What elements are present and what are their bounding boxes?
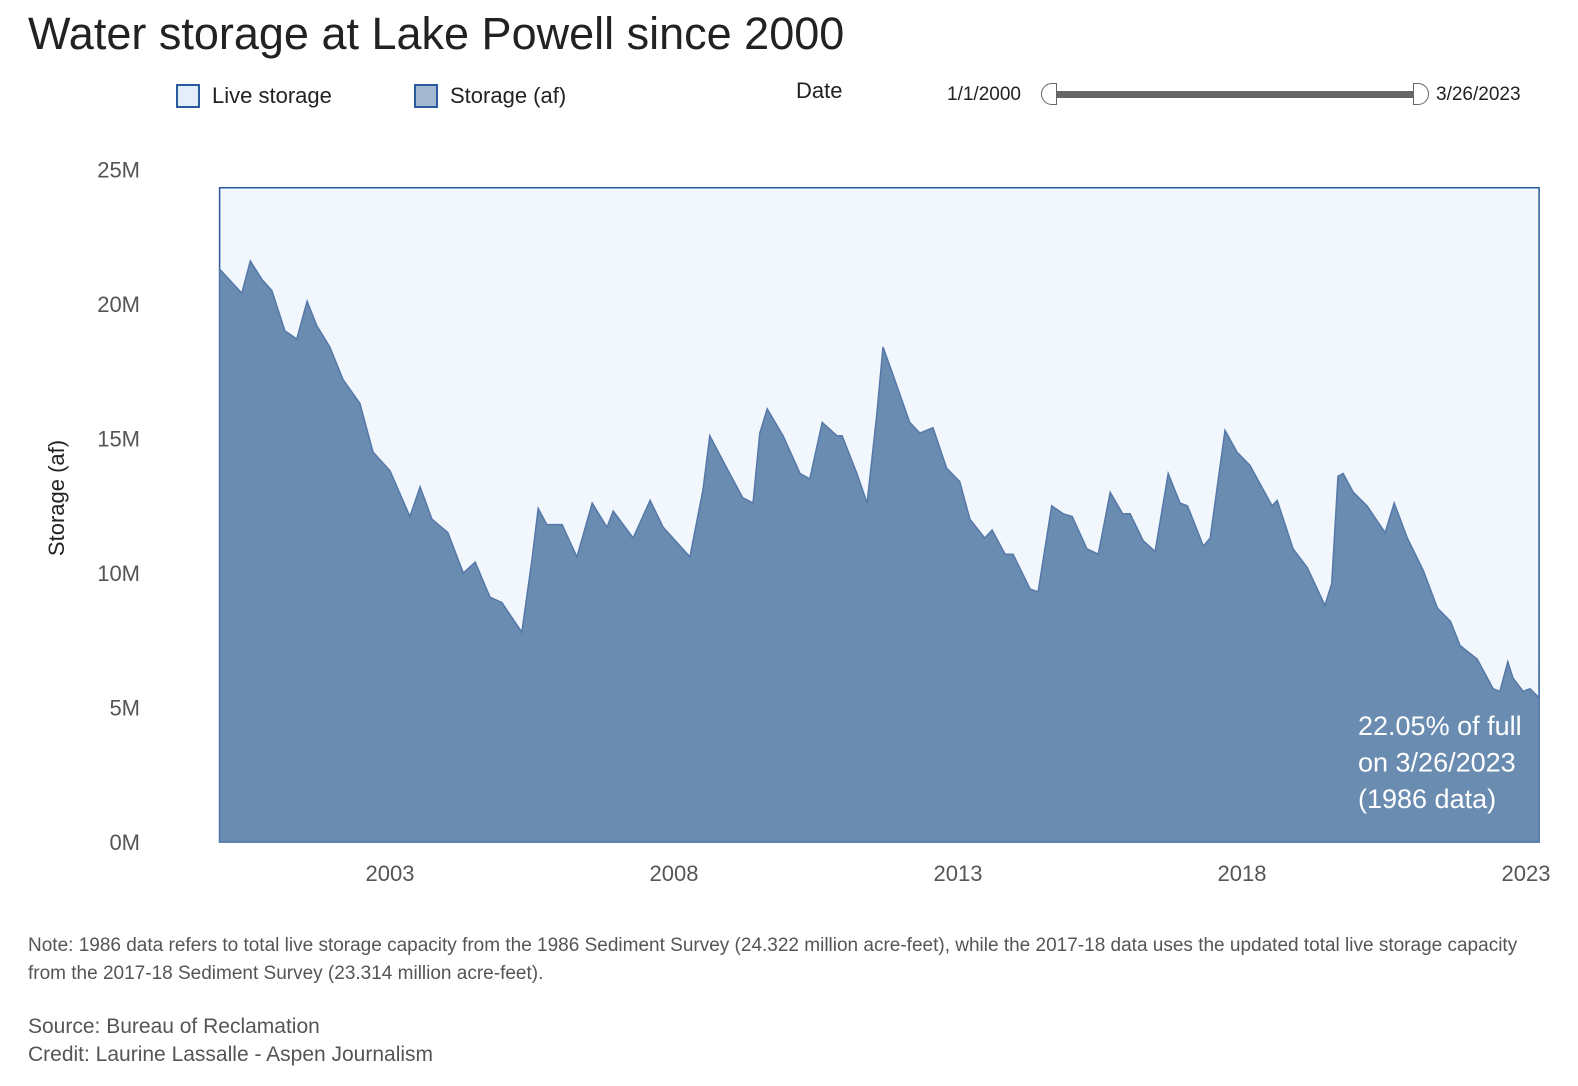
- legend-label: Live storage: [212, 83, 332, 108]
- footnote: Note: 1986 data refers to total live sto…: [28, 935, 1518, 984]
- legend-swatch-storage: [414, 84, 438, 108]
- source-text: Source: Bureau of Reclamation: [28, 1015, 320, 1038]
- y-tick-label: 0M: [109, 830, 140, 855]
- y-tick-label: 10M: [97, 561, 140, 586]
- x-tick-label: 2008: [650, 861, 699, 886]
- date-start-handle[interactable]: [1041, 83, 1057, 105]
- date-filter-label: Date: [796, 78, 843, 103]
- annotation-line: (1986 data): [1358, 784, 1496, 814]
- chart-title: Water storage at Lake Powell since 2000: [28, 8, 845, 59]
- date-end-label: 3/26/2023: [1436, 84, 1521, 105]
- y-tick-label: 25M: [97, 158, 140, 183]
- y-tick-label: 15M: [97, 427, 140, 452]
- annotation-line: 22.05% of full: [1358, 711, 1522, 741]
- credit-text: Credit: Laurine Lassalle - Aspen Journal…: [28, 1043, 434, 1066]
- legend-label: Storage (af): [450, 83, 567, 108]
- x-tick-label: 2013: [934, 861, 983, 886]
- date-start-label: 1/1/2000: [947, 84, 1021, 105]
- date-end-handle[interactable]: [1413, 83, 1429, 105]
- y-tick-label: 5M: [109, 696, 140, 721]
- legend-item-storage[interactable]: Storage (af): [414, 83, 566, 109]
- y-tick-label: 20M: [97, 292, 140, 317]
- legend-swatch-live-storage: [176, 84, 200, 108]
- x-tick-label: 2023: [1502, 861, 1551, 886]
- x-tick-label: 2003: [366, 861, 415, 886]
- annotation-line: on 3/26/2023: [1358, 748, 1516, 778]
- y-axis-title: Storage (af): [44, 440, 69, 556]
- legend-item-live-storage[interactable]: Live storage: [176, 83, 332, 109]
- storage-area: [218, 259, 1540, 843]
- date-range-track[interactable]: [1050, 91, 1420, 98]
- x-tick-label: 2018: [1218, 861, 1267, 886]
